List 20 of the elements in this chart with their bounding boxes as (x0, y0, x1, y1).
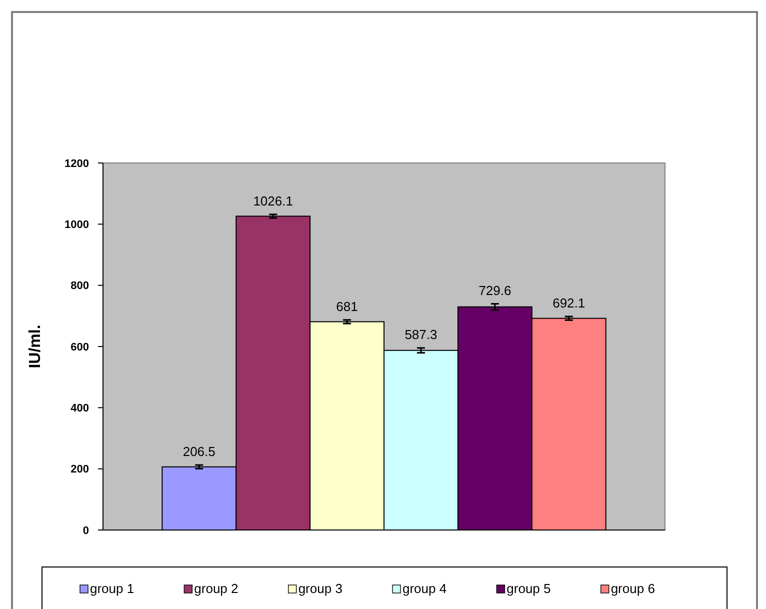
legend-label: group 3 (298, 581, 342, 596)
legend-label: group 1 (90, 581, 134, 596)
data-label: 681 (336, 298, 358, 314)
y-tick-label: 1200 (64, 158, 89, 170)
y-tick-label: 0 (82, 524, 89, 537)
y-tick-label: 200 (70, 464, 89, 476)
data-label: 729.6 (478, 282, 512, 298)
legend-label: group 5 (506, 581, 551, 596)
data-label: 206.5 (182, 444, 216, 460)
y-tick-label: 600 (70, 341, 89, 354)
y-tick-label: 400 (70, 402, 89, 415)
legend-label: group 6 (610, 581, 655, 596)
legend-label: group 4 (402, 581, 447, 596)
data-label: 1026.1 (253, 193, 293, 208)
data-label: 587.3 (404, 326, 438, 342)
y-tick-label: 1000 (64, 219, 89, 232)
data-label: 692.1 (552, 296, 586, 310)
y-tick-label: 800 (70, 280, 89, 292)
y-axis-title: IU/ml. (27, 324, 44, 368)
legend-label: group 2 (194, 581, 238, 596)
